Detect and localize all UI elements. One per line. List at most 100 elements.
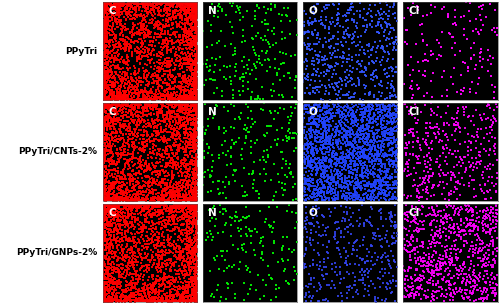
Point (130, 267, 138, 272)
Point (492, 254, 500, 259)
Point (165, 214, 173, 219)
Point (324, 196, 332, 201)
Point (451, 262, 459, 267)
Point (100, 140, 108, 145)
Point (145, 10, 153, 15)
Point (238, 184, 246, 188)
Point (111, 206, 119, 211)
Point (147, 197, 155, 202)
Point (106, 256, 114, 261)
Point (124, 198, 132, 203)
Point (172, 92, 180, 97)
Point (192, 123, 200, 128)
Point (127, 102, 135, 107)
Point (142, 188, 150, 193)
Point (147, 7, 155, 12)
Point (482, 269, 490, 274)
Point (440, 225, 448, 230)
Point (450, 164, 458, 169)
Point (105, 41, 113, 46)
Point (184, 122, 192, 126)
Point (247, 125, 255, 130)
Point (171, 209, 179, 214)
Point (188, 276, 196, 281)
Point (161, 285, 169, 290)
Point (149, 274, 157, 278)
Point (111, 161, 119, 166)
Point (106, 198, 114, 203)
Point (145, 174, 153, 179)
Point (318, 272, 326, 277)
Point (98, 22, 106, 27)
Point (100, 103, 108, 108)
Point (186, 285, 194, 289)
Point (451, 184, 459, 189)
Point (162, 267, 170, 272)
Point (99, 7, 107, 12)
Point (188, 43, 196, 47)
Point (115, 238, 123, 243)
Point (112, 283, 120, 288)
Point (189, 144, 197, 149)
Point (112, 122, 120, 126)
Point (110, 287, 118, 292)
Point (122, 177, 130, 182)
Point (392, 69, 400, 74)
Point (192, 203, 200, 208)
Point (335, 130, 343, 134)
Point (101, 289, 109, 294)
Point (192, 10, 200, 15)
Point (351, 116, 359, 121)
Point (142, 215, 150, 220)
Point (132, 0, 140, 5)
Point (123, 203, 131, 208)
Point (471, 224, 479, 229)
Point (99, 43, 107, 48)
Point (378, 126, 386, 131)
Point (100, 263, 108, 268)
Point (381, 131, 389, 136)
Point (307, 120, 315, 125)
Point (100, 93, 108, 98)
Point (330, 67, 338, 72)
Point (154, 255, 162, 260)
Point (156, 101, 164, 106)
Point (439, 221, 447, 226)
Point (173, 292, 181, 296)
Point (100, 83, 108, 88)
Point (106, 92, 114, 97)
Point (116, 255, 124, 260)
Point (144, 206, 152, 211)
Point (140, 12, 148, 17)
Point (192, 193, 200, 198)
Point (170, 87, 178, 92)
Point (104, 106, 112, 111)
Point (136, 297, 143, 302)
Point (350, 161, 358, 166)
Point (114, 102, 122, 107)
Point (184, 298, 192, 302)
Point (118, 261, 126, 266)
Point (166, 17, 174, 22)
Point (187, 189, 195, 194)
Point (104, 0, 112, 5)
Point (172, 192, 180, 197)
Point (99, 252, 107, 257)
Point (324, 111, 332, 116)
Point (391, 125, 399, 130)
Point (344, 175, 352, 180)
Point (100, 209, 108, 213)
Point (322, 135, 330, 140)
Point (268, 28, 276, 33)
Point (146, 215, 154, 220)
Point (192, 118, 200, 123)
Point (101, 0, 109, 5)
Point (99, 111, 107, 116)
Point (427, 113, 435, 118)
Point (192, 168, 200, 173)
Point (104, 1, 112, 6)
Point (192, 189, 200, 194)
Point (142, 106, 150, 111)
Point (448, 243, 456, 248)
Point (140, 139, 148, 144)
